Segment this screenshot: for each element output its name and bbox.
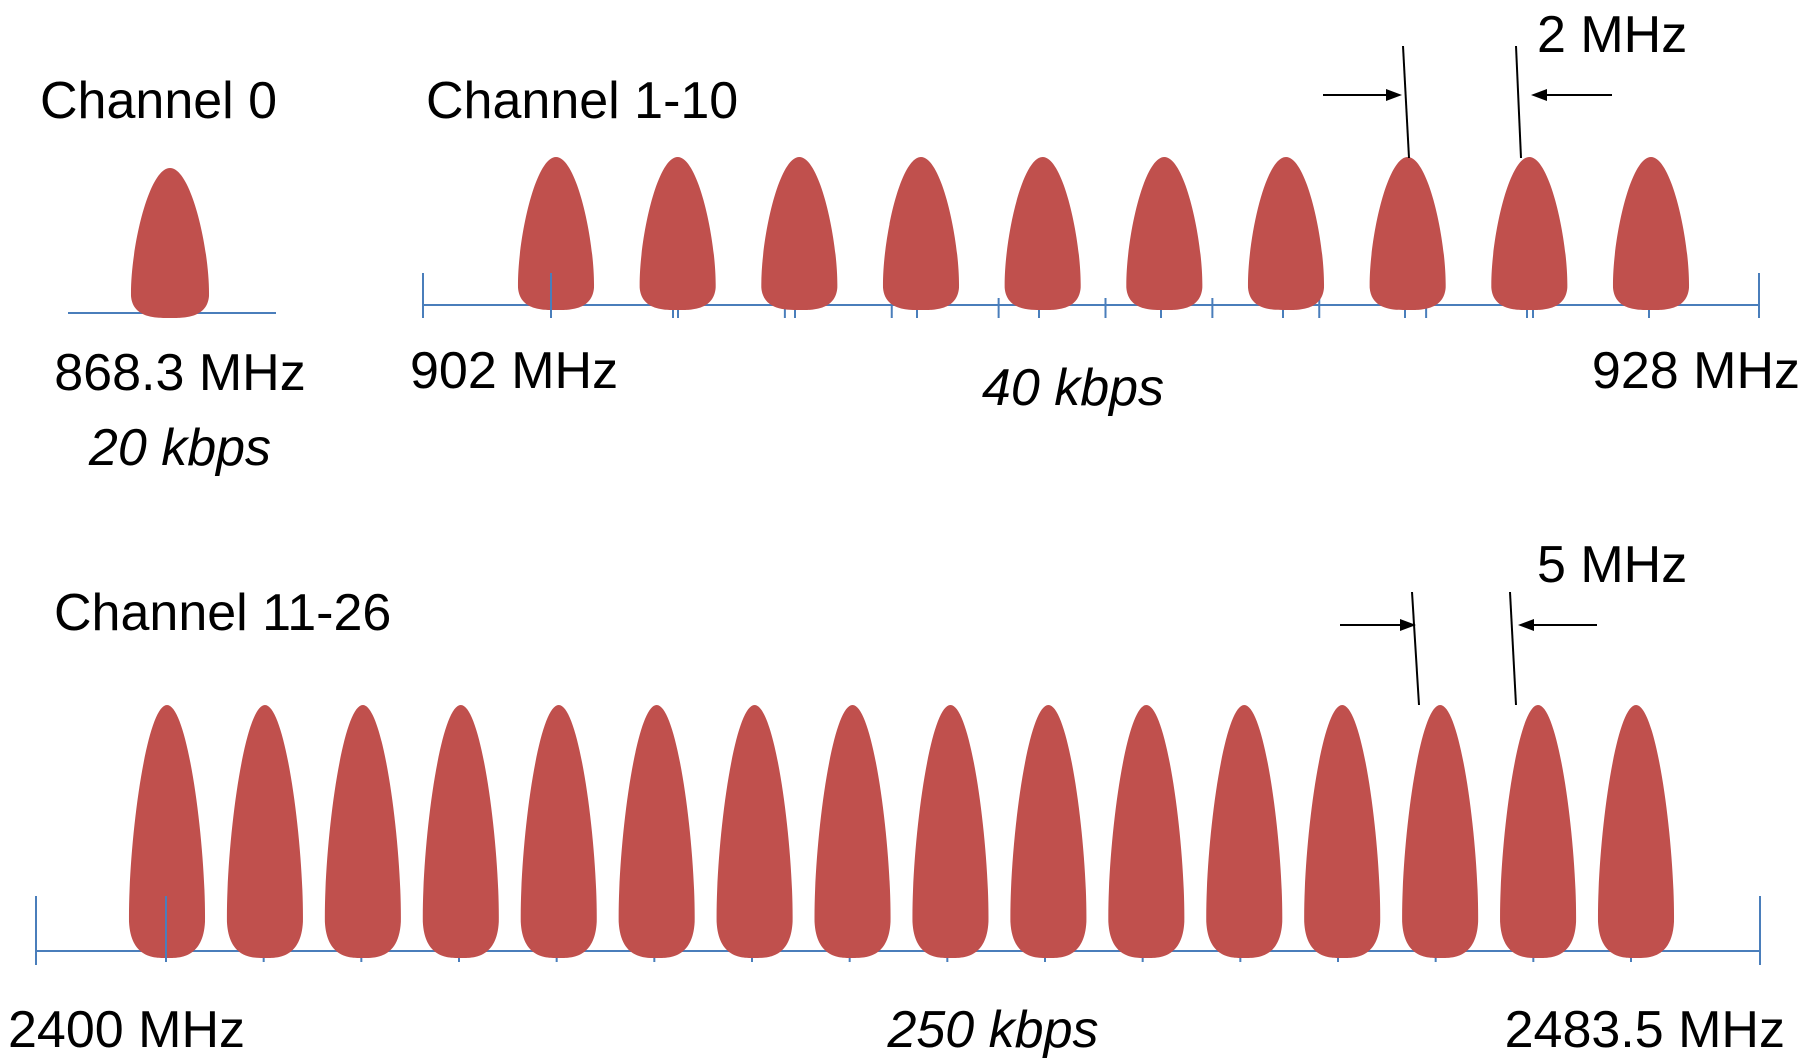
arrow-right-icon-head — [1400, 619, 1416, 631]
arrow-left-icon-head — [1531, 89, 1547, 101]
band1-ticks — [550, 298, 1650, 318]
band2-channel-lobe-11 — [1108, 705, 1185, 959]
band2-channel-lobe-9 — [912, 705, 989, 959]
arrow-right-icon-head — [1386, 89, 1402, 101]
band2-channel-lobe-10 — [1010, 705, 1087, 959]
band1-rate-label: 40 kbps — [982, 359, 1164, 417]
band1-spacing-annotation: 2 MHz — [1323, 6, 1687, 159]
band1-channel-lobe-8 — [1369, 157, 1446, 311]
band2-spacing-annotation: 5 MHz — [1340, 536, 1687, 706]
band1-start-label: 902 MHz — [410, 342, 618, 400]
band2-channel-lobe-13 — [1304, 705, 1381, 959]
band0-rate-label: 20 kbps — [88, 419, 271, 477]
band2-rate-label: 250 kbps — [886, 1001, 1098, 1059]
band2-channel-lobe-12 — [1206, 705, 1283, 959]
band1-channel-lobe-4 — [882, 157, 960, 311]
band1-spacing-label: 2 MHz — [1537, 6, 1687, 64]
band2-channel-lobe-14 — [1402, 705, 1479, 959]
band2-end-label: 2483.5 MHz — [1505, 1001, 1785, 1059]
band1-channel-lobe-9 — [1491, 157, 1568, 311]
band1-channel-lobes — [517, 157, 1690, 318]
band1-title: Channel 1-10 — [426, 72, 738, 130]
band2-channel-lobe-4 — [422, 705, 499, 959]
band-902-928-mhz: Channel 1-10 902 MHz 40 kbps 928 MHz 2 M… — [410, 6, 1800, 417]
band-868-mhz: Channel 0 868.3 MHz 20 kbps — [40, 72, 306, 477]
band1-channel-lobe-7 — [1247, 157, 1325, 311]
band2-channel-lobe-15 — [1500, 705, 1577, 959]
band0-channel-lobe-1 — [130, 168, 210, 319]
band2-channel-lobe-1 — [128, 705, 206, 959]
band2-title: Channel 11-26 — [54, 584, 391, 642]
band1-channel-lobe-6 — [1126, 157, 1203, 311]
band2-channel-lobe-16 — [1597, 705, 1675, 959]
arrow-left-icon-head — [1518, 619, 1534, 631]
band0-channel-lobes — [130, 168, 210, 319]
band1-end-label: 928 MHz — [1592, 342, 1800, 400]
band1-channel-lobe-2 — [639, 157, 716, 311]
band0-title: Channel 0 — [40, 72, 277, 130]
band2-channel-lobe-5 — [520, 705, 597, 959]
band2-channel-lobe-8 — [814, 705, 891, 959]
band2-channel-lobe-7 — [716, 705, 793, 959]
band2-channel-lobe-2 — [226, 705, 303, 959]
band2-start-label: 2400 MHz — [8, 1001, 245, 1059]
band2-channel-lobe-3 — [324, 705, 401, 959]
band1-channel-lobe-5 — [1004, 157, 1081, 311]
band1-channel-lobe-10 — [1612, 157, 1690, 311]
band2-channel-lobes — [128, 705, 1675, 962]
band2-channel-lobe-6 — [618, 705, 695, 959]
band1-channel-lobe-1 — [517, 157, 595, 311]
band1-channel-lobe-3 — [761, 157, 838, 311]
band2-spacing-label: 5 MHz — [1537, 536, 1687, 594]
band0-frequency-label: 868.3 MHz — [54, 344, 305, 402]
band-2400-2483-mhz: Channel 11-26 2400 MHz 250 kbps 2483.5 M… — [8, 536, 1785, 1059]
